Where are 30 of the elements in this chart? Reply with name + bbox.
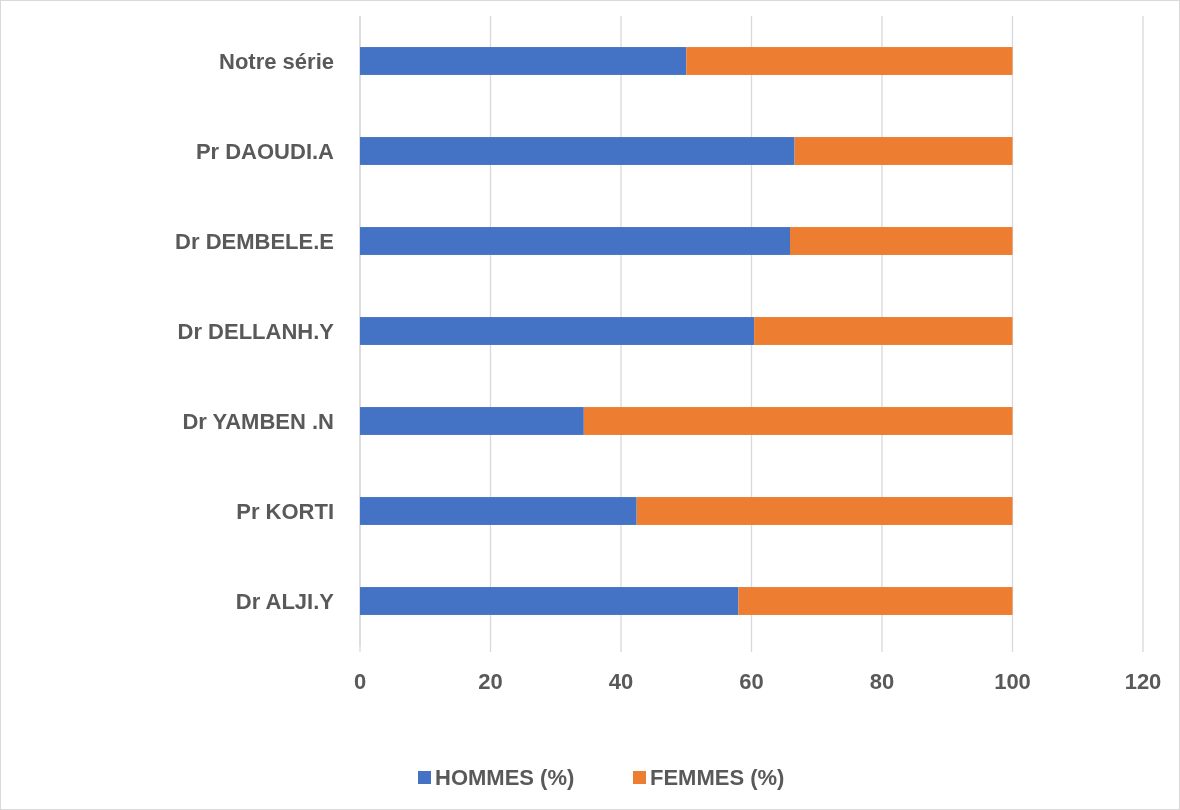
y-tick-label: Pr KORTI (236, 499, 334, 524)
bar (583, 407, 1013, 435)
y-tick-label: Dr YAMBEN .N (182, 409, 334, 434)
legend-label: FEMMES (%) (650, 765, 785, 790)
bar (360, 587, 739, 615)
x-tick-label: 60 (739, 669, 764, 694)
bar (738, 587, 1013, 615)
legend-label: HOMMES (%) (435, 765, 575, 790)
y-tick-label: Pr DAOUDI.A (195, 139, 335, 164)
bar (360, 497, 637, 525)
bar (360, 317, 755, 345)
x-tick-label: 0 (353, 669, 367, 694)
y-tick-label: Dr DEMBELE.E (175, 229, 334, 254)
bar (686, 47, 1013, 75)
y-tick-label: Notre série (219, 49, 334, 74)
x-tick-label: 20 (478, 669, 503, 694)
x-tick-label: 40 (608, 669, 634, 694)
bar (360, 47, 687, 75)
x-tick-label: 80 (869, 669, 895, 694)
x-tick-label: 100 (994, 669, 1031, 694)
bar (790, 227, 1013, 255)
y-tick-label: Dr DELLANH.Y (177, 319, 335, 344)
y-tick-label: Dr ALJI.Y (235, 589, 335, 614)
bar (360, 227, 790, 255)
bar (360, 137, 795, 165)
bar (794, 137, 1013, 165)
bar (360, 407, 584, 435)
bar (636, 497, 1013, 525)
x-tick-label: 120 (1124, 669, 1162, 694)
bar (754, 317, 1013, 345)
